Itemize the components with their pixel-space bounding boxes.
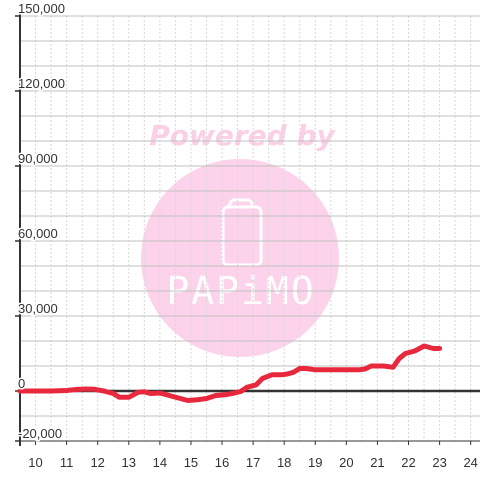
- x-tick-label: 23: [432, 455, 446, 470]
- y-tick-label: 0: [18, 376, 25, 391]
- y-tick-label: 120,000: [18, 76, 65, 91]
- y-tick-label: 60,000: [18, 226, 58, 241]
- x-tick-label: 24: [463, 455, 477, 470]
- x-tick-label: 10: [28, 455, 42, 470]
- mobile-phone-icon: [221, 198, 263, 267]
- x-tick-label: 20: [339, 455, 353, 470]
- grid-minor: [19, 15, 480, 442]
- x-tick-label: 18: [277, 455, 291, 470]
- y-tick-label: 150,000: [18, 1, 65, 16]
- y-tick-label: 30,000: [18, 301, 58, 316]
- x-tick-label: 16: [215, 455, 229, 470]
- y-tick-label: 90,000: [18, 151, 58, 166]
- x-tick-label: 21: [370, 455, 384, 470]
- x-tick-label: 12: [90, 455, 104, 470]
- x-tick-label: 15: [184, 455, 198, 470]
- x-tick-label: 13: [122, 455, 136, 470]
- x-tick-label: 19: [308, 455, 322, 470]
- y-tick-labels: -20,000 0 30,000 60,000 90,000 120,000 150,000: [17, 0, 67, 443]
- x-tick-label: 11: [60, 455, 74, 470]
- y-tick-label: -20,000: [18, 426, 62, 441]
- x-tick-label: 17: [246, 455, 260, 470]
- watermark-text: Powered by: [149, 119, 336, 152]
- x-tick-label: 14: [153, 455, 167, 470]
- watermark-circle: [141, 159, 339, 357]
- x-tick-labels: 10 11 12 13 14 15 16 17 18 19 20 21 22 23 24: [28, 455, 478, 470]
- series-layer: [17, 343, 443, 403]
- x-tick-label: 22: [401, 455, 415, 470]
